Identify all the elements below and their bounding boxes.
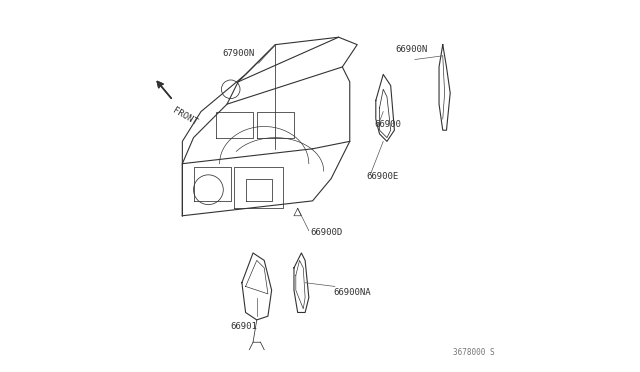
Text: 67900N: 67900N (222, 49, 254, 58)
Text: 66900E: 66900E (367, 172, 399, 181)
Text: 66900D: 66900D (310, 228, 343, 237)
Text: FRONT: FRONT (172, 106, 199, 127)
Text: 66900N: 66900N (395, 45, 428, 54)
Text: 3678000 S: 3678000 S (453, 348, 495, 357)
Text: 66900NA: 66900NA (333, 288, 371, 296)
Text: 66900: 66900 (374, 120, 401, 129)
Text: 66901: 66901 (230, 322, 257, 331)
